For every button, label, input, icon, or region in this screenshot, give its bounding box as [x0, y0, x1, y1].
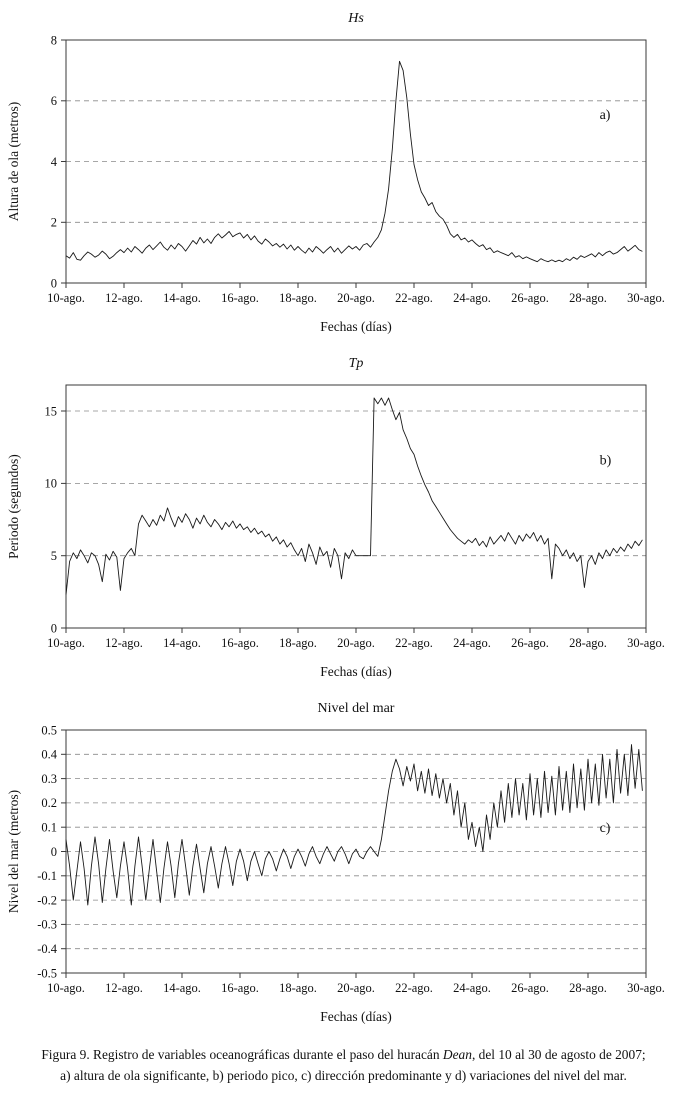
x-tick-label: 24-ago.: [453, 981, 491, 995]
x-axis-label: Fechas (días): [320, 664, 392, 679]
panel-letter-label: c): [600, 821, 611, 836]
y-tick-label: 0: [51, 276, 57, 290]
y-tick-label: 0.5: [41, 723, 57, 737]
caption-line-2: a) altura de ola significante, b) period…: [60, 1067, 627, 1083]
panel-letter-label: a): [600, 108, 611, 123]
hs-wave-height-chart: 10-ago. 12-ago. 14-ago. 16-ago. 18-ago. 20-ag…: [6, 11, 665, 334]
x-tick-label: 18-ago.: [279, 291, 317, 305]
y-tick-label: 0.1: [41, 821, 57, 835]
x-tick-label: 12-ago.: [105, 636, 143, 650]
x-tick-label: 16-ago.: [221, 291, 259, 305]
x-tick-label: 30-ago.: [627, 636, 665, 650]
x-tick-label: 22-ago.: [395, 981, 433, 995]
y-tick-label: 8: [51, 33, 57, 47]
chart-panel-hs: 10-ago. 12-ago. 14-ago. 16-ago. 18-ago. 20-ag…: [0, 0, 687, 345]
x-tick-label: 30-ago.: [627, 981, 665, 995]
y-tick-label: 6: [51, 94, 57, 108]
chart-title: Hs: [347, 11, 364, 26]
x-tick-label: 28-ago.: [569, 636, 607, 650]
y-tick-label: 4: [51, 155, 58, 169]
y-tick-label: -0.1: [37, 869, 57, 883]
x-axis-label: Fechas (días): [320, 1009, 392, 1024]
x-tick-label: 16-ago.: [221, 981, 259, 995]
x-axis-label: Fechas (días): [320, 319, 392, 334]
y-tick-label: 10: [45, 477, 58, 491]
x-tick-label: 22-ago.: [395, 291, 433, 305]
y-tick-label: 0.4: [41, 748, 57, 762]
caption-hurricane-name: Dean: [442, 1047, 472, 1062]
x-tick-label: 26-ago.: [511, 981, 549, 995]
y-tick-label: -0.4: [37, 942, 58, 956]
caption-text-post: , del 10 al 30 de agosto de 2007;: [471, 1047, 646, 1062]
x-tick-label: 20-ago.: [337, 981, 375, 995]
x-tick-label: 14-ago.: [163, 981, 201, 995]
y-tick-label: -0.5: [37, 966, 57, 980]
caption-text-pre: Figura 9. Registro de variables oceanogr…: [41, 1047, 443, 1062]
x-tick-label: 14-ago.: [163, 291, 201, 305]
x-tick-label: 20-ago.: [337, 636, 375, 650]
x-tick-label: 18-ago.: [279, 636, 317, 650]
x-tick-label: 30-ago.: [627, 291, 665, 305]
x-tick-label: 12-ago.: [105, 291, 143, 305]
chart-title: Tp: [349, 356, 364, 371]
x-tick-label: 10-ago.: [47, 291, 85, 305]
y-tick-label: -0.3: [37, 918, 57, 932]
x-tick-label: 10-ago.: [47, 636, 85, 650]
x-tick-label: 26-ago.: [511, 636, 549, 650]
figure-caption: Figura 9. Registro de variables oceanogr…: [0, 1035, 687, 1095]
y-axis-label: Periodo (segundos): [6, 454, 21, 559]
x-tick-label: 28-ago.: [569, 291, 607, 305]
y-tick-label: 2: [51, 216, 57, 230]
caption-line-1: Figura 9. Registro de variables oceanogr…: [18, 1045, 669, 1066]
y-tick-label: 0.3: [41, 772, 57, 786]
panel-letter-label: b): [600, 454, 612, 469]
y-axis-label: Altura de ola (metros): [6, 102, 21, 222]
x-tick-label: 20-ago.: [337, 291, 375, 305]
y-tick-label: 15: [45, 404, 58, 418]
y-tick-label: 0: [51, 845, 57, 859]
x-tick-label: 16-ago.: [221, 636, 259, 650]
x-tick-label: 24-ago.: [453, 291, 491, 305]
chart-title: Nivel del mar: [318, 701, 395, 716]
x-tick-label: 26-ago.: [511, 291, 549, 305]
x-tick-label: 10-ago.: [47, 981, 85, 995]
x-tick-label: 12-ago.: [105, 981, 143, 995]
chart-panel-sea-level: 10-ago. 12-ago. 14-ago. 16-ago. 18-ago. 20-ag…: [0, 690, 687, 1035]
y-tick-label: 5: [51, 549, 57, 563]
data-series-line: [65, 397, 643, 595]
chart-panel-tp: 10-ago. 12-ago. 14-ago. 16-ago. 18-ago. 20-ag…: [0, 345, 687, 690]
data-series-line: [65, 744, 643, 906]
y-tick-label: 0.2: [41, 796, 57, 810]
x-tick-label: 22-ago.: [395, 636, 433, 650]
x-tick-label: 18-ago.: [279, 981, 317, 995]
y-axis-label: Nivel del mar (metros): [6, 790, 21, 913]
x-tick-label: 28-ago.: [569, 981, 607, 995]
plot-border: [65, 384, 647, 629]
data-series-line: [65, 60, 643, 263]
y-tick-label: 0: [51, 621, 57, 635]
tp-peak-period-chart: 10-ago. 12-ago. 14-ago. 16-ago. 18-ago. 20-ag…: [6, 356, 665, 679]
y-tick-label: -0.2: [37, 893, 57, 907]
sea-level-chart: 10-ago. 12-ago. 14-ago. 16-ago. 18-ago. 20-ag…: [6, 701, 665, 1024]
x-tick-label: 24-ago.: [453, 636, 491, 650]
x-tick-label: 14-ago.: [163, 636, 201, 650]
